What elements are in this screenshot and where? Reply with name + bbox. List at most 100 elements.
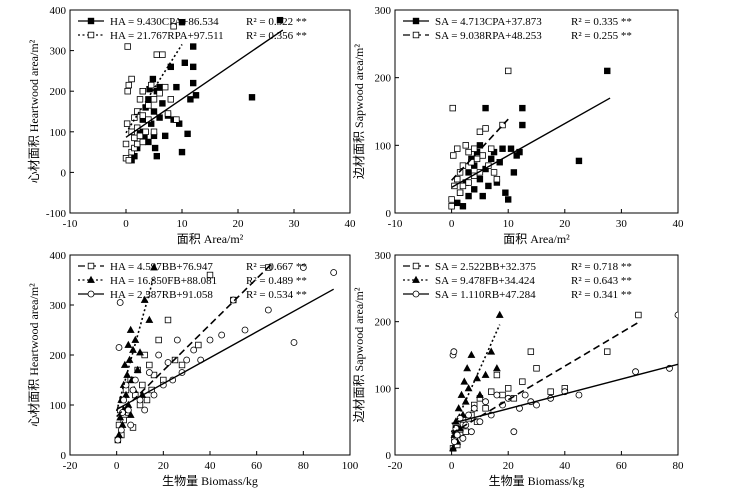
data-point-open-square bbox=[139, 112, 146, 119]
x-tick-label: 0 bbox=[449, 460, 455, 472]
plot-area bbox=[122, 16, 284, 164]
legend-equation-BB: SA = 2.522BB+32.375 bbox=[435, 261, 537, 273]
data-point-filled-triangle bbox=[133, 365, 142, 373]
data-point-open-square bbox=[493, 371, 501, 379]
data-point-filled-square bbox=[184, 130, 191, 138]
data-point-filled-triangle bbox=[126, 325, 135, 333]
data-point-open-circle bbox=[533, 401, 540, 409]
legend: SA = 4.713CPA+37.873 R² = 0.335 ** SA = 9.… bbox=[403, 16, 632, 42]
data-point-filled-square bbox=[189, 63, 197, 71]
data-point-open-square bbox=[156, 90, 163, 97]
data-point-filled-square bbox=[248, 94, 256, 101]
y-tick-label: 200 bbox=[375, 73, 392, 85]
legend-r2-RPA: R² = 0.356 ** bbox=[246, 30, 307, 42]
fit-line-FB bbox=[450, 324, 501, 433]
data-point-filled-square bbox=[187, 96, 194, 103]
x-tick-label: 40 bbox=[205, 460, 217, 472]
data-point-filled-triangle bbox=[457, 390, 466, 398]
plot-area bbox=[448, 67, 611, 210]
y-tick-label: 200 bbox=[375, 317, 392, 329]
legend-r2-RPA: R² = 0.255 ** bbox=[571, 30, 632, 42]
data-point-open-square bbox=[465, 148, 472, 156]
plot-frame bbox=[394, 9, 679, 214]
data-point-filled-square bbox=[502, 189, 509, 196]
data-point-open-square bbox=[146, 361, 153, 369]
data-point-filled-triangle bbox=[145, 315, 154, 323]
data-point-open-square bbox=[462, 428, 469, 435]
data-point-open-square bbox=[476, 128, 484, 135]
legend-marker-BB bbox=[412, 262, 420, 270]
data-point-open-circle bbox=[299, 264, 307, 271]
data-point-open-square bbox=[125, 81, 132, 89]
legend-marker-CPA bbox=[87, 17, 95, 25]
data-point-open-square bbox=[504, 385, 512, 392]
data-point-open-square bbox=[473, 155, 481, 163]
data-point-open-square bbox=[173, 116, 180, 123]
y-tick-label: 100 bbox=[50, 400, 67, 412]
legend-marker-FB bbox=[87, 275, 95, 283]
legend-equation-RB: HA = 2.587RB+91.058 bbox=[110, 289, 213, 301]
data-point-open-square bbox=[124, 88, 131, 95]
fit-line-FB bbox=[115, 275, 155, 412]
legend: SA = 2.522BB+32.375 R² = 0.718 ** SA = 9.4… bbox=[403, 261, 632, 301]
y-tick-label: 0 bbox=[61, 450, 67, 462]
data-point-open-circle bbox=[150, 391, 158, 399]
data-point-filled-square bbox=[519, 104, 526, 112]
data-point-open-square bbox=[527, 348, 535, 355]
data-point-open-square bbox=[499, 121, 506, 129]
data-point-open-square bbox=[448, 196, 455, 203]
data-point-open-circle bbox=[131, 376, 139, 384]
data-point-open-circle bbox=[164, 359, 172, 366]
data-point-open-circle bbox=[120, 396, 128, 404]
y-tick-label: 300 bbox=[50, 300, 67, 312]
series-RPA bbox=[122, 23, 180, 164]
y-tick-label: 300 bbox=[375, 5, 392, 17]
data-point-open-circle bbox=[674, 311, 678, 319]
data-point-filled-square bbox=[159, 100, 166, 107]
data-point-open-square bbox=[195, 341, 202, 349]
y-axis-title: 边材面积 Sapwood area/m² bbox=[352, 44, 366, 179]
data-point-filled-square bbox=[189, 43, 197, 50]
data-point-open-square bbox=[178, 361, 186, 369]
data-point-open-square bbox=[139, 138, 146, 146]
data-point-open-square bbox=[143, 396, 151, 404]
data-point-filled-triangle bbox=[126, 410, 135, 418]
x-tick-label: 60 bbox=[616, 460, 628, 472]
data-point-filled-square bbox=[178, 18, 186, 26]
data-point-filled-square bbox=[476, 175, 484, 183]
series-RB bbox=[449, 311, 678, 446]
y-tick-label: -100 bbox=[46, 208, 67, 220]
data-point-filled-square bbox=[604, 67, 611, 75]
data-point-filled-square bbox=[476, 142, 484, 149]
x-tick-label: 40 bbox=[559, 460, 571, 472]
data-point-open-square bbox=[456, 189, 464, 196]
x-tick-label: 0 bbox=[123, 218, 129, 230]
x-tick-label: 10 bbox=[177, 218, 189, 230]
data-point-open-square bbox=[462, 142, 469, 149]
data-point-filled-square bbox=[151, 144, 159, 152]
data-point-open-circle bbox=[117, 426, 125, 434]
y-tick-label: 200 bbox=[50, 350, 67, 362]
y-tick-label: 400 bbox=[50, 250, 67, 262]
legend-r2-RB: R² = 0.341 ** bbox=[571, 289, 632, 301]
data-point-filled-triangle bbox=[460, 377, 469, 385]
fit-line-RB bbox=[116, 288, 335, 411]
data-point-open-square bbox=[164, 110, 172, 117]
data-point-open-circle bbox=[450, 348, 458, 356]
x-tick-label: 20 bbox=[559, 218, 571, 230]
data-point-open-circle bbox=[183, 356, 191, 364]
data-point-open-square bbox=[490, 169, 498, 176]
legend-equation-FB: HA = 16.850FB+88.081 bbox=[110, 275, 217, 287]
data-point-filled-square bbox=[459, 203, 467, 210]
legend-r2-CPA: R² = 0.322 ** bbox=[246, 16, 307, 28]
legend-equation-RPA: HA = 21.767RPA+97.511 bbox=[110, 30, 224, 42]
x-tick-label: 100 bbox=[342, 460, 359, 472]
data-point-open-square bbox=[454, 175, 461, 183]
data-point-filled-triangle bbox=[120, 360, 129, 368]
data-point-open-circle bbox=[129, 386, 137, 394]
fit-line-CPA bbox=[125, 29, 284, 138]
data-point-open-square bbox=[493, 175, 501, 183]
